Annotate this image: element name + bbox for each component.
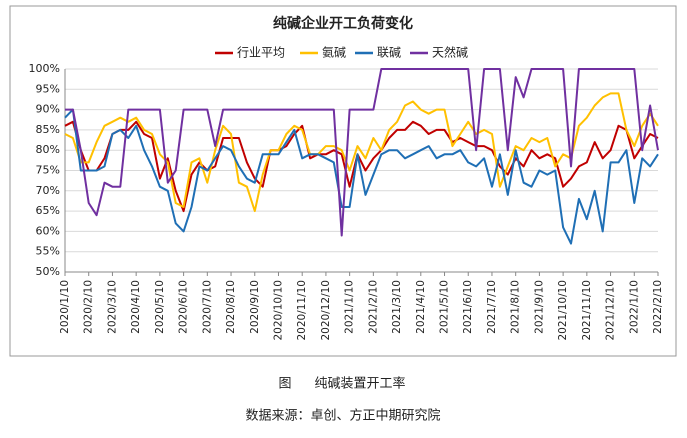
x-tick-label: 2021/12/10 [605, 280, 617, 341]
chart-frame [9, 5, 677, 357]
y-tick-label: 80% [36, 143, 60, 156]
x-tick-label: 2020/9/10 [249, 280, 261, 334]
x-tick-label: 2021/1/10 [344, 280, 356, 334]
series-line [65, 68, 659, 237]
x-tick-label: 2020/11/10 [296, 280, 308, 341]
figure-label: 图 [278, 377, 291, 392]
x-tick-label: 2020/4/10 [130, 280, 142, 334]
x-tick-label: 2020/6/10 [178, 280, 190, 334]
series-line [64, 120, 659, 213]
y-tick-label: 75% [36, 164, 60, 177]
x-tick-label: 2020/1/10 [59, 280, 71, 334]
y-tick-label: 90% [36, 103, 60, 116]
x-tick-label: 2020/8/10 [225, 280, 237, 334]
legend-label: 行业平均 [237, 46, 285, 60]
x-tick-label: 2020/2/10 [83, 280, 95, 334]
x-tick-label: 2020/10/10 [272, 280, 284, 341]
x-tick-label: 2021/10/10 [557, 280, 569, 341]
x-tick-label: 2021/4/10 [415, 280, 427, 334]
x-tick-label: 2021/8/10 [510, 280, 522, 334]
y-tick-label: 95% [36, 82, 60, 95]
legend-label: 天然碱 [432, 45, 468, 60]
x-tick-label: 2021/9/10 [533, 280, 545, 334]
legend-label: 联碱 [377, 46, 401, 60]
x-tick-label: 2021/6/10 [462, 280, 474, 334]
y-tick-label: 60% [36, 224, 60, 237]
x-tick-label: 2022/1/10 [628, 280, 640, 334]
y-tick-label: 70% [36, 184, 60, 197]
series-line [64, 108, 659, 245]
x-tick-label: 2021/5/10 [439, 280, 451, 334]
x-tick-label: 2020/3/10 [106, 280, 118, 334]
y-tick-label: 65% [36, 204, 60, 217]
chart-title: 纯碱企业开工负荷变化 [273, 15, 413, 32]
x-tick-label: 2022/2/10 [652, 280, 664, 334]
x-tick-label: 2020/5/10 [154, 280, 166, 334]
x-tick-label: 2020/12/10 [320, 280, 332, 341]
x-tick-label: 2021/11/10 [581, 280, 593, 341]
source-note: 数据来源：卓创、方正中期研究院 [245, 408, 440, 424]
x-tick-label: 2021/3/10 [391, 280, 403, 334]
y-tick-label: 55% [36, 245, 60, 258]
x-tick-label: 2020/7/10 [201, 280, 213, 334]
legend-label: 氨碱 [322, 46, 346, 60]
y-tick-label: 50% [36, 265, 60, 278]
x-tick-label: 2021/7/10 [486, 280, 498, 334]
figure-caption: 纯碱装置开工率 [314, 376, 405, 392]
x-tick-label: 2021/2/10 [367, 280, 379, 334]
y-tick-label: 100% [29, 62, 60, 75]
y-tick-label: 85% [36, 123, 60, 136]
series-line [64, 92, 659, 213]
